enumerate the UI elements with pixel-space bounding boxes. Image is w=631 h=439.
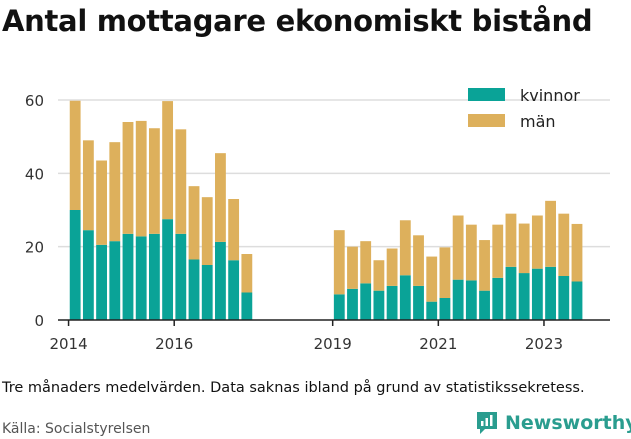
- bar-man: [531, 215, 543, 269]
- bar-kvinnor: [122, 233, 134, 320]
- bar-kvinnor: [386, 285, 398, 320]
- legend-label: kvinnor: [520, 86, 580, 105]
- bar-kvinnor: [347, 288, 358, 320]
- bar-man: [558, 213, 570, 276]
- bar-man: [333, 230, 345, 295]
- bar-kvinnor: [492, 277, 504, 320]
- bar-man: [373, 260, 385, 291]
- bar-man: [479, 240, 490, 291]
- bar-man: [347, 246, 358, 289]
- bars: [69, 100, 583, 320]
- bar-kvinnor: [505, 266, 517, 320]
- bar-man: [228, 199, 240, 261]
- bar-kvinnor: [69, 210, 81, 320]
- bar-kvinnor: [241, 292, 253, 320]
- bar-kvinnor: [479, 290, 490, 320]
- x-tick-label: 2014: [49, 335, 87, 353]
- bar-man: [69, 100, 81, 210]
- y-tick-label: 60: [25, 92, 44, 110]
- bar-man: [452, 215, 464, 280]
- bar-kvinnor: [531, 268, 543, 320]
- bar-man: [386, 248, 398, 286]
- bar-kvinnor: [360, 283, 372, 320]
- bar-kvinnor: [188, 259, 200, 320]
- bar-kvinnor: [452, 279, 464, 320]
- bar-kvinnor: [201, 265, 213, 320]
- legend: kvinnor män: [468, 86, 580, 131]
- x-tick-label: 2023: [525, 335, 563, 353]
- bar-kvinnor: [373, 290, 385, 320]
- bar-man: [360, 241, 372, 284]
- bar-kvinnor: [333, 294, 345, 320]
- bar-man: [439, 247, 451, 298]
- bar-man: [426, 256, 438, 302]
- legend-swatch: [468, 88, 505, 101]
- bar-kvinnor: [571, 281, 583, 320]
- bar-kvinnor: [399, 275, 411, 320]
- newsworthy-logo: Newsworthy: [475, 409, 631, 437]
- bar-kvinnor: [135, 236, 147, 320]
- axes: 0 20 40 60 2014 2016 2019 2021 2023: [25, 92, 610, 353]
- bar-man: [465, 224, 477, 281]
- source-text: Källa: Socialstyrelsen: [2, 421, 151, 437]
- legend-swatch: [468, 114, 505, 127]
- chart-title: Antal mottagare ekonomiskt bistånd: [2, 4, 593, 38]
- bar-man: [399, 220, 411, 276]
- bar-man: [571, 223, 583, 282]
- footnote: Tre månaders medelvärden. Data saknas ib…: [2, 380, 585, 396]
- y-tick-label: 20: [25, 239, 44, 257]
- bar-kvinnor: [426, 301, 438, 320]
- bar-kvinnor: [558, 276, 570, 320]
- bar-man: [413, 235, 424, 286]
- bar-kvinnor: [215, 241, 226, 320]
- newsworthy-logo-text: Newsworthy: [505, 412, 631, 434]
- legend-label: män: [520, 112, 556, 131]
- bar-kvinnor: [109, 241, 121, 320]
- bar-man: [135, 120, 147, 237]
- bar-man: [545, 200, 556, 267]
- bar-kvinnor: [545, 266, 556, 320]
- bar-man: [201, 197, 213, 265]
- bar-man: [162, 101, 174, 220]
- bar-man: [505, 213, 517, 267]
- bar-kvinnor: [82, 230, 94, 320]
- y-tick-label: 40: [25, 165, 44, 183]
- bar-man: [215, 153, 226, 242]
- x-tick-label: 2019: [314, 335, 352, 353]
- bar-kvinnor: [465, 280, 477, 320]
- bar-man: [188, 186, 200, 260]
- bar-kvinnor: [439, 298, 451, 320]
- bar-kvinnor: [518, 273, 530, 320]
- bar-man: [518, 223, 530, 274]
- bar-kvinnor: [162, 219, 174, 320]
- y-tick-label: 0: [34, 312, 44, 330]
- bar-man: [175, 129, 187, 234]
- bar-man: [109, 142, 121, 242]
- bar-man: [82, 140, 94, 231]
- bar-kvinnor: [96, 244, 107, 320]
- bar-kvinnor: [175, 233, 187, 320]
- x-tick-label: 2021: [419, 335, 457, 353]
- bar-man: [96, 160, 107, 245]
- newsworthy-logo-icon: [477, 412, 497, 434]
- bar-kvinnor: [413, 285, 424, 320]
- bar-man: [241, 254, 253, 293]
- bar-man: [122, 122, 134, 234]
- bar-man: [492, 224, 504, 278]
- x-tick-label: 2016: [155, 335, 193, 353]
- bar-kvinnor: [148, 233, 160, 320]
- bar-man: [148, 128, 160, 234]
- bar-kvinnor: [228, 260, 240, 320]
